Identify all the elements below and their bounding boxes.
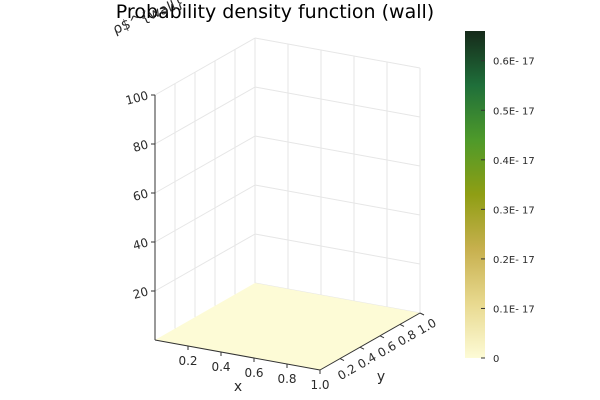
grid-line xyxy=(154,233,256,292)
colorbar-tick-label: 0.2E- 17 xyxy=(493,255,535,266)
x-tick-label: 1.0 xyxy=(310,378,329,392)
chart-title: Probability density function (wall) xyxy=(116,1,434,23)
x-tick-label: 0.6 xyxy=(244,366,263,380)
y-axis-line xyxy=(319,312,421,371)
y-tick-mark xyxy=(379,335,385,339)
x-axis-line xyxy=(154,339,321,371)
x-axis-label: x xyxy=(234,379,242,395)
colorbar-tick-label: 0.4E- 17 xyxy=(493,156,535,167)
z-tick-label: 100 xyxy=(124,88,150,107)
y-axis-label: y xyxy=(377,369,385,385)
colorbar-tick-labels: 0 0.1E- 17 0.2E- 17 0.3E- 17 0.4E- 17 0.5E- 1… xyxy=(481,57,535,365)
colorbar-tick-label: 0.6E- 17 xyxy=(493,57,535,68)
y-tick-label: 0.2 xyxy=(335,361,359,383)
grid-line xyxy=(154,184,256,243)
x-tick-label: 0.4 xyxy=(211,360,230,374)
y-tick-mark xyxy=(359,346,365,350)
z-tick-label: 80 xyxy=(131,137,149,154)
x-tick-label: 0.8 xyxy=(277,372,296,386)
grid-line xyxy=(254,86,421,118)
z-tick-labels: 20 40 60 80 100 xyxy=(124,88,150,301)
grid-line xyxy=(154,135,256,194)
z-tick-label: 60 xyxy=(131,186,149,203)
grid-line xyxy=(154,86,256,145)
y-tick-label: 1.0 xyxy=(415,316,439,338)
y-tick-label: 0.8 xyxy=(395,327,419,349)
z-tick-label: 20 xyxy=(131,284,149,301)
colorbar-tick-label: 0.1E- 17 xyxy=(493,304,535,315)
y-tick-label: 0.4 xyxy=(355,350,379,372)
z-tick-label: 40 xyxy=(131,235,149,252)
axes xyxy=(151,94,425,374)
grid-line xyxy=(254,37,421,69)
colorbar-tick-label: 0 xyxy=(493,354,499,365)
colorbar-tick-label: 0.3E- 17 xyxy=(493,205,535,216)
colorbar-tick-label: 0.5E- 17 xyxy=(493,106,535,117)
y-tick-mark xyxy=(339,358,345,362)
x-tick-label: 0.2 xyxy=(178,354,197,368)
y-tick-mark xyxy=(419,312,425,316)
grid-line xyxy=(254,233,421,265)
x-tick-labels: 0.2 0.4 0.6 0.8 1.0 xyxy=(178,354,329,392)
grid-line xyxy=(254,184,421,216)
grid-line xyxy=(154,37,256,96)
grid-line xyxy=(254,135,421,167)
y-tick-mark xyxy=(399,323,405,327)
surface-plane xyxy=(155,283,420,370)
colorbar xyxy=(465,31,485,358)
y-tick-label: 0.6 xyxy=(375,339,399,361)
